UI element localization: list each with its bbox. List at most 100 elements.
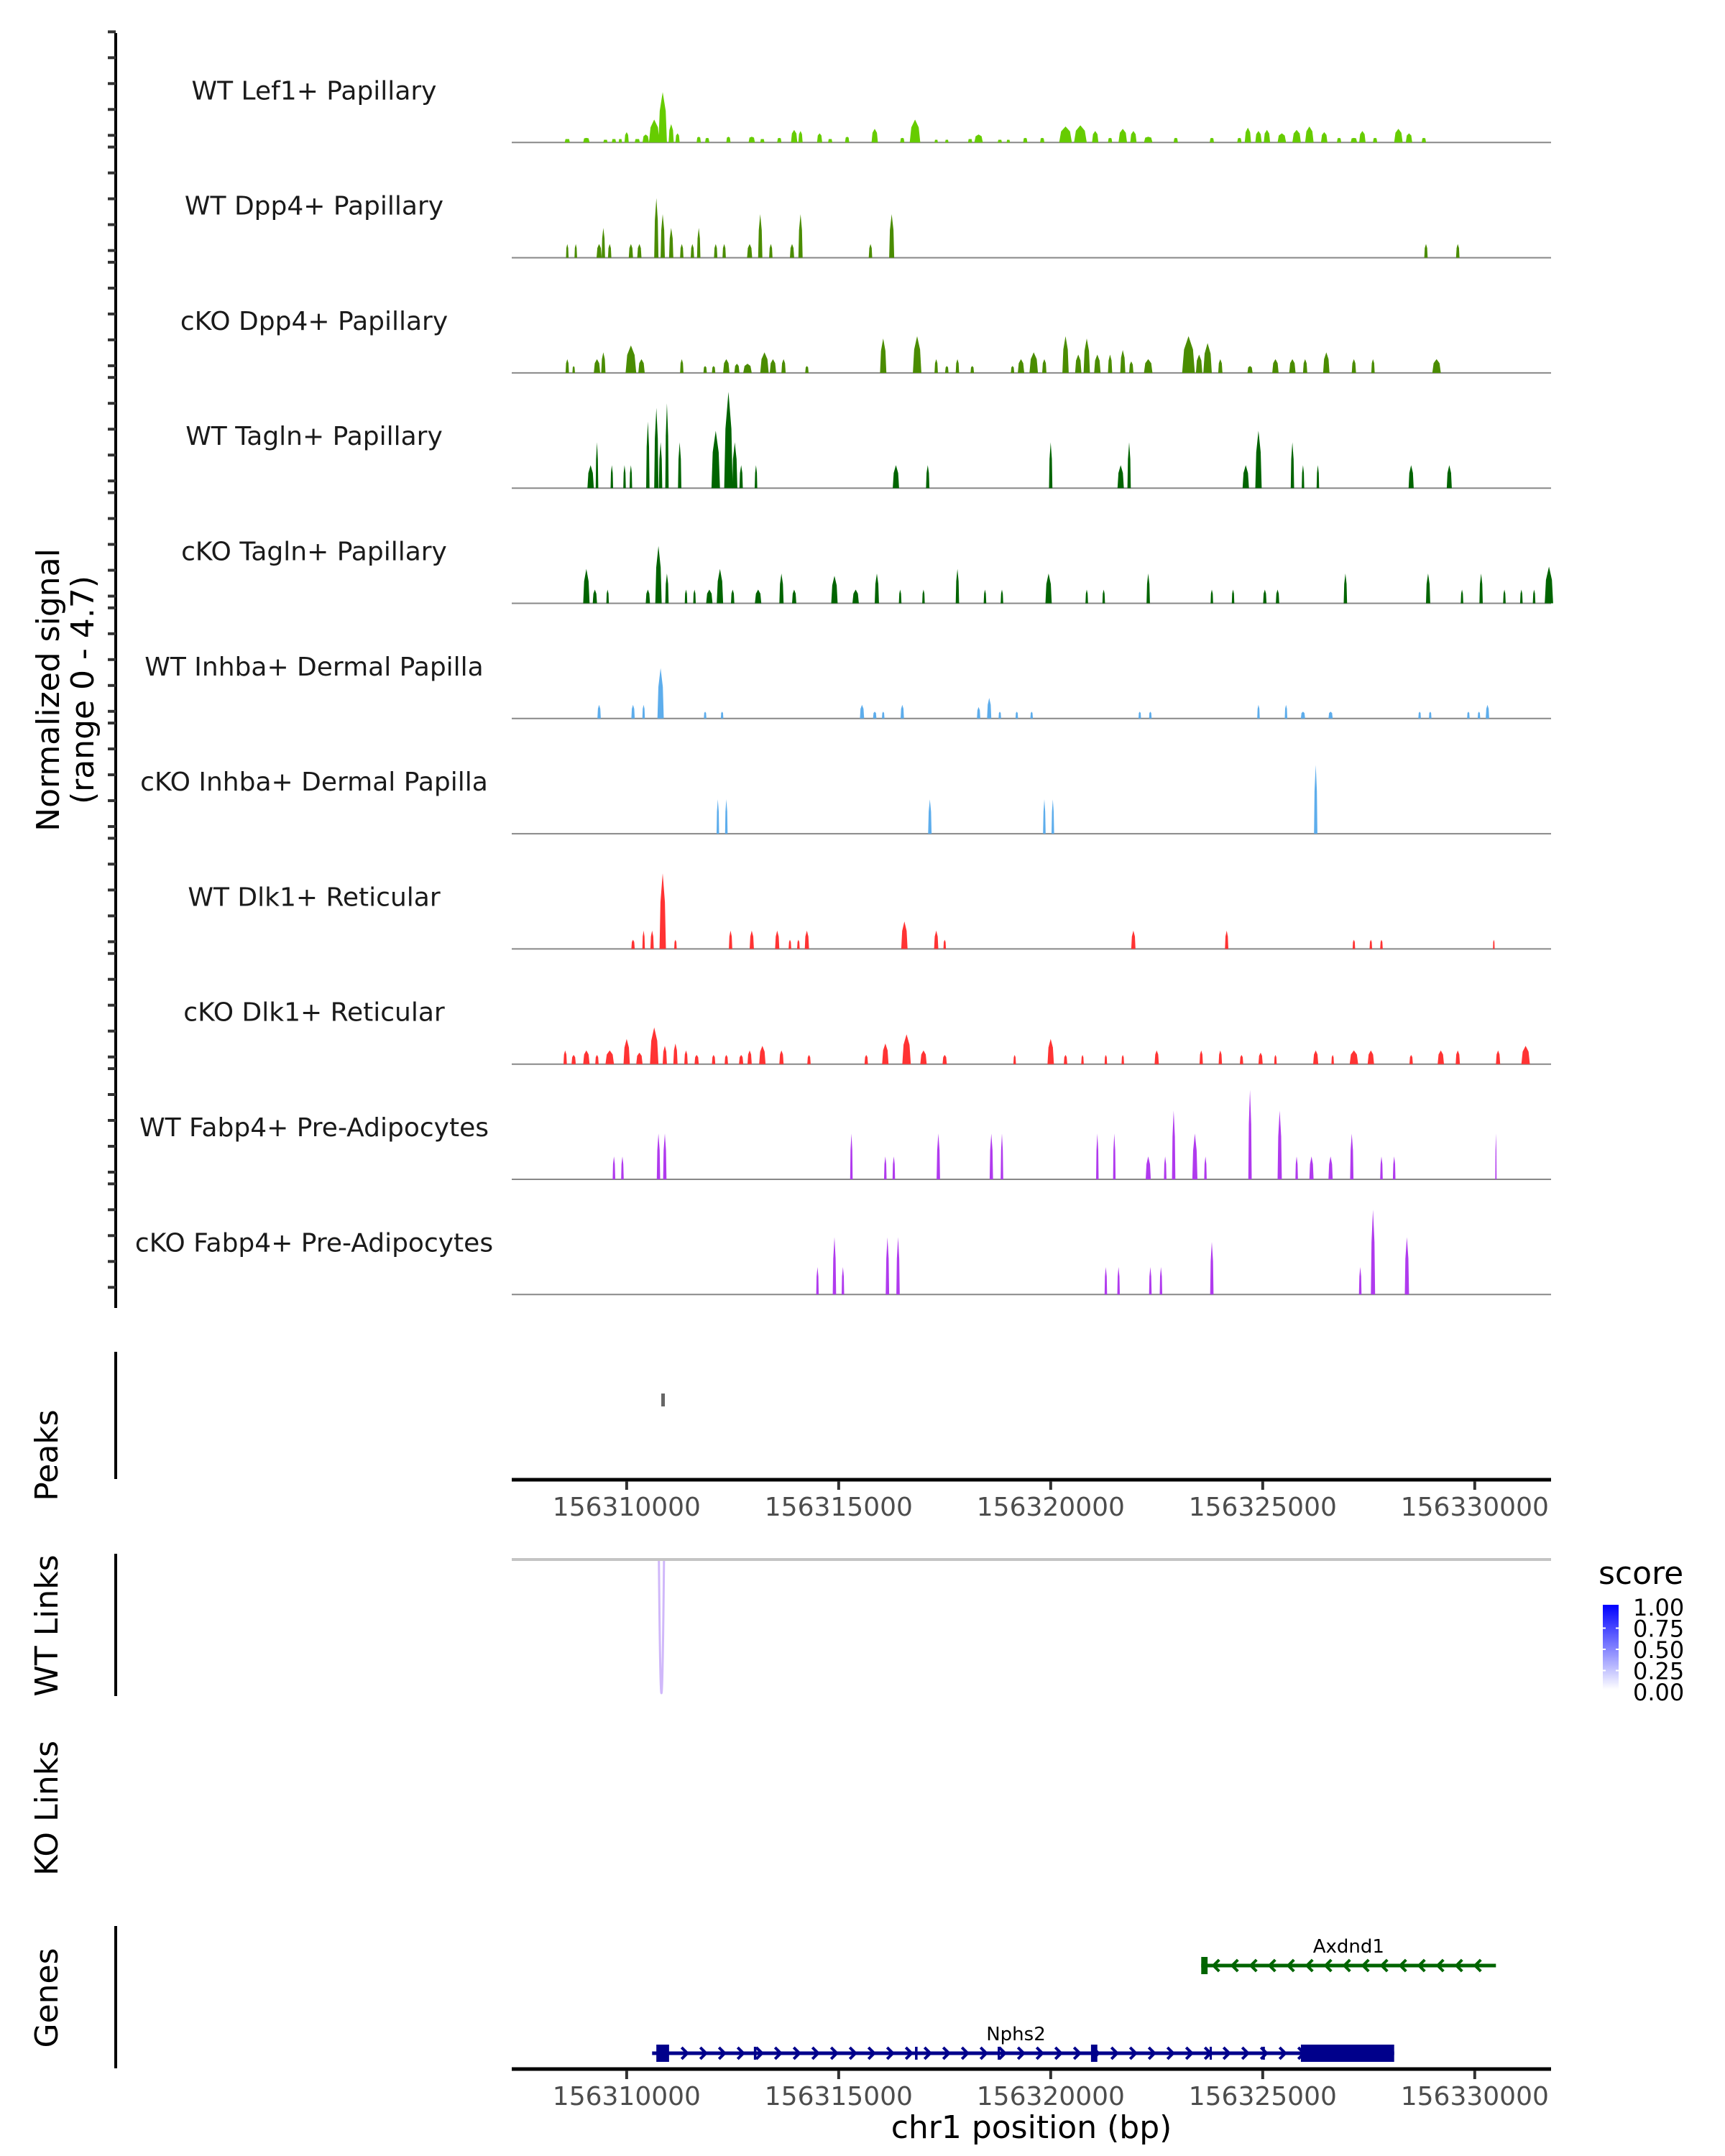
signal-peak	[1248, 1089, 1252, 1179]
signal-peak	[1130, 131, 1137, 143]
track-label: WT Lef1+ Papillary	[192, 76, 437, 106]
signal-peak	[637, 244, 642, 258]
signal-peak	[1144, 137, 1153, 143]
strand-arrow	[942, 2046, 952, 2060]
signal-peak	[955, 359, 960, 373]
signal-peak	[625, 345, 637, 373]
signal-peak	[592, 589, 597, 604]
signal-peak	[1244, 127, 1251, 143]
signal-peak	[871, 129, 878, 143]
legend-label: 0.00	[1633, 1679, 1684, 1706]
signal-peak	[631, 939, 635, 949]
signal-peak	[1096, 1133, 1099, 1179]
signal-peak	[1052, 799, 1054, 834]
strand-arrow	[1166, 2046, 1176, 2060]
signal-peak	[1085, 589, 1088, 604]
signal-peak	[1314, 765, 1317, 834]
signal-peak	[1495, 1133, 1497, 1179]
signal-peak	[1043, 799, 1046, 834]
signal-peak	[759, 1046, 766, 1064]
signal-peak	[1120, 350, 1126, 373]
signal-peak	[1210, 1241, 1214, 1295]
signal-peak	[944, 139, 949, 143]
x-ticks-top: 156310000 156315000 156320000 156325000 1563…	[553, 1481, 1549, 1522]
signal-peak	[720, 711, 724, 719]
signal-peak	[987, 698, 992, 719]
strand-arrow	[1454, 1958, 1463, 1973]
gene-name: Nphs2	[986, 2024, 1046, 2045]
track-8: cKO Dlk1+ Reticular	[183, 998, 1551, 1065]
signal-peak	[983, 589, 987, 604]
signal-peak	[807, 1054, 811, 1064]
signal-peak	[1172, 1110, 1176, 1179]
signal-peak	[1264, 129, 1271, 143]
signal-peak	[1159, 1267, 1162, 1295]
signal-peak	[1045, 573, 1052, 604]
signal-peak	[1405, 133, 1412, 143]
signal-peak	[970, 366, 975, 373]
exon	[915, 2047, 918, 2060]
signal-peak	[880, 338, 887, 373]
signal-peak	[1030, 711, 1034, 719]
track-1: WT Dpp4+ Papillary	[185, 192, 1551, 259]
signal-peak	[1394, 129, 1403, 143]
signal-peak	[769, 244, 773, 258]
strand-arrow	[792, 2046, 802, 2060]
signal-peak	[696, 228, 701, 258]
signal-peak	[635, 139, 640, 143]
signal-peak	[1255, 430, 1262, 489]
signal-peak	[852, 589, 859, 604]
genes-track: Axdnd1 Nphs2	[652, 1936, 1496, 2062]
exon	[656, 2045, 669, 2062]
signal-peak	[663, 1133, 667, 1179]
signal-peak	[1380, 1156, 1383, 1179]
signal-peak	[693, 589, 696, 604]
signal-peak	[571, 1054, 576, 1064]
y-axis-title: Normalized signal	[30, 548, 67, 831]
signal-peak	[605, 1050, 615, 1064]
signal-peak	[659, 873, 666, 949]
signal-peak	[748, 1050, 752, 1064]
signal-peak	[1218, 359, 1223, 373]
signal-peak	[1164, 1156, 1167, 1179]
strand-arrow	[886, 2046, 896, 2060]
strand-arrow	[1248, 1958, 1258, 1973]
signal-peak	[726, 137, 731, 143]
signal-peak	[1029, 352, 1039, 373]
track-3: WT Tagln+ Papillary	[185, 392, 1551, 489]
signal-peak	[602, 228, 605, 258]
strand-arrow	[699, 2046, 709, 2060]
signal-peak	[595, 1054, 599, 1064]
signal-peak	[1218, 1050, 1223, 1064]
signal-peak	[1432, 359, 1441, 373]
signal-peak	[748, 137, 755, 143]
signal-peak	[572, 366, 575, 373]
signal-peak	[902, 1034, 911, 1064]
signal-peak	[798, 131, 803, 143]
signal-peak	[1426, 573, 1430, 604]
signal-peak	[684, 589, 688, 604]
signal-peak	[901, 704, 904, 719]
signal-peak	[1284, 704, 1287, 719]
signal-peak	[1369, 939, 1372, 949]
signal-peak	[1129, 361, 1133, 373]
signal-peak	[583, 137, 590, 143]
signal-peak	[724, 1054, 728, 1064]
signal-peak	[1258, 1052, 1263, 1064]
signal-peak	[724, 392, 733, 489]
signal-peak	[595, 442, 599, 489]
signal-peak	[892, 1156, 896, 1179]
track-label: WT Dlk1+ Reticular	[188, 883, 440, 912]
signal-peak	[845, 137, 850, 143]
signal-peak	[564, 139, 570, 143]
signal-peak	[674, 939, 677, 949]
signal-peak	[624, 132, 629, 143]
x-tick-label: 156325000	[1189, 2082, 1337, 2111]
exon	[1090, 2045, 1098, 2062]
signal-peak	[1263, 589, 1267, 604]
signal-peak	[1113, 1133, 1116, 1179]
strand-arrow	[736, 2046, 746, 2060]
strand-arrow	[1305, 1958, 1314, 1973]
signal-peak	[610, 465, 613, 489]
signal-peak	[1075, 354, 1082, 373]
